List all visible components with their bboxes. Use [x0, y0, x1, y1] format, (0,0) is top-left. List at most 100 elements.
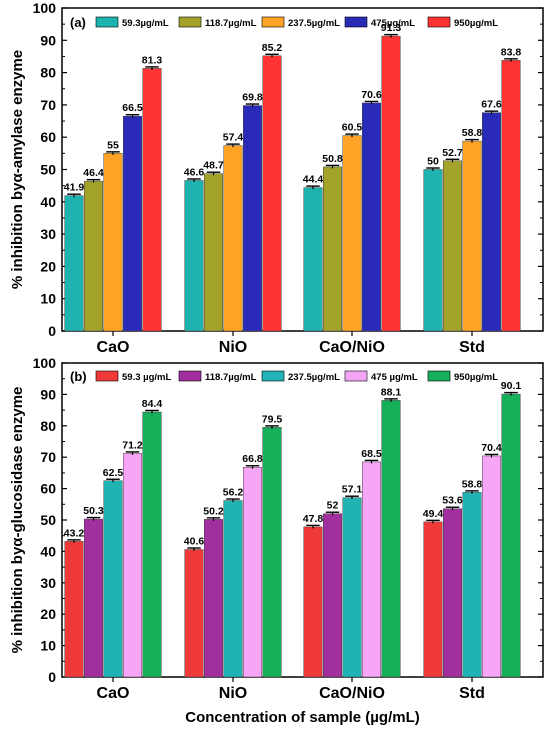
data-label: 52: [327, 500, 339, 512]
data-label: 50.3: [83, 505, 104, 517]
y-tick-label: 30: [40, 575, 56, 591]
bar: [362, 102, 381, 332]
data-label: 46.6: [184, 166, 205, 178]
y-tick-label: 50: [40, 162, 56, 178]
bar: [462, 492, 482, 678]
data-label: 50.2: [203, 505, 224, 517]
x-category-label: Std: [459, 339, 485, 356]
legend-label: 237.5µg/mL: [288, 372, 340, 383]
y-tick-label: 20: [40, 606, 56, 622]
legend-swatch: [178, 16, 202, 28]
bar: [223, 500, 243, 678]
bar: [103, 480, 123, 678]
bar: [303, 526, 323, 678]
data-label: 53.6: [442, 495, 463, 507]
data-label: 56.2: [223, 487, 244, 499]
data-label: 60.5: [342, 122, 363, 134]
y-tick-label: 60: [40, 481, 56, 497]
data-label: 68.5: [361, 448, 382, 460]
data-label: 57.4: [223, 132, 244, 144]
bar: [243, 105, 262, 332]
y-tick-label: 20: [40, 258, 56, 274]
x-category-label: CaO: [97, 685, 130, 702]
y-axis-title: % inhibition byα-glucosidase enzyme: [9, 387, 26, 654]
bar: [323, 166, 342, 332]
bar: [501, 393, 521, 678]
bar: [342, 135, 362, 332]
y-tick-label: 10: [40, 291, 56, 307]
data-label: 40.6: [184, 536, 205, 548]
y-tick-label: 100: [33, 355, 57, 371]
legend-label: 475 µg/mL: [371, 372, 418, 383]
y-tick-label: 40: [40, 194, 56, 210]
legend-label: 118.7µg/mL: [205, 372, 257, 383]
legend-swatch: [95, 16, 119, 28]
bar: [443, 508, 462, 678]
y-tick-label: 50: [40, 512, 56, 528]
bar: [184, 180, 204, 332]
panel-label: (b): [70, 369, 87, 384]
y-tick-label: 80: [40, 418, 56, 434]
data-label: 70.4: [481, 442, 502, 454]
data-label: 43.2: [64, 527, 85, 539]
legend-swatch: [261, 16, 285, 28]
bar: [482, 455, 501, 678]
bar: [223, 145, 243, 332]
bar: [142, 68, 162, 332]
data-label: 50.8: [322, 153, 343, 165]
legend-label: 950µg/mL: [454, 372, 498, 383]
legend-swatch: [427, 370, 451, 382]
legend-swatch: [427, 16, 451, 28]
bar: [123, 453, 142, 678]
chart-panel-b: 0 10 20 30 40 50 60 70 80 90 100 % inhibition byα-g…: [9, 355, 544, 726]
bar: [501, 60, 521, 332]
bar: [323, 513, 342, 678]
data-label: 91.3: [381, 22, 402, 34]
bar: [142, 411, 162, 678]
bar: [84, 180, 103, 332]
x-category-label: NiO: [219, 685, 247, 702]
x-category-label: NiO: [219, 339, 247, 356]
bar: [303, 187, 323, 332]
y-tick-label: 100: [33, 0, 57, 16]
bar: [423, 521, 443, 678]
data-label: 48.7: [203, 160, 224, 172]
data-label: 90.1: [501, 380, 522, 392]
bar: [64, 541, 84, 678]
bar: [243, 466, 262, 678]
data-label: 66.5: [122, 102, 143, 114]
bar: [482, 112, 501, 332]
bar: [423, 169, 443, 332]
y-tick-label: 70: [40, 449, 56, 465]
data-label: 81.3: [142, 54, 163, 66]
y-tick-label: 0: [48, 323, 56, 339]
legend-swatch: [344, 370, 368, 382]
legend-label: 118.7µg/mL: [205, 18, 257, 29]
bar: [262, 427, 282, 678]
x-category-label: CaO: [97, 339, 130, 356]
data-label: 44.4: [303, 174, 324, 186]
x-category-label: CaO/NiO: [319, 685, 385, 702]
data-label: 62.5: [103, 467, 124, 479]
data-label: 50: [427, 156, 439, 168]
bar: [123, 115, 142, 332]
bar: [204, 173, 223, 332]
bar: [362, 461, 381, 678]
x-axis-title: Concentration of sample (µg/mL): [185, 709, 420, 726]
y-tick-label: 40: [40, 543, 56, 559]
data-label: 49.4: [423, 508, 444, 520]
bar: [204, 519, 223, 678]
x-category-label: CaO/NiO: [319, 339, 385, 356]
bar: [381, 35, 401, 332]
data-label: 69.8: [242, 92, 263, 104]
data-label: 52.7: [442, 147, 463, 159]
bar: [342, 497, 362, 678]
y-tick-label: 60: [40, 129, 56, 145]
y-tick-label: 70: [40, 97, 56, 113]
x-category-label: Std: [459, 685, 485, 702]
y-tick-label: 10: [40, 638, 56, 654]
data-label: 84.4: [142, 398, 163, 410]
legend-label: 237.5µg/mL: [288, 18, 340, 29]
data-label: 58.8: [462, 127, 483, 139]
